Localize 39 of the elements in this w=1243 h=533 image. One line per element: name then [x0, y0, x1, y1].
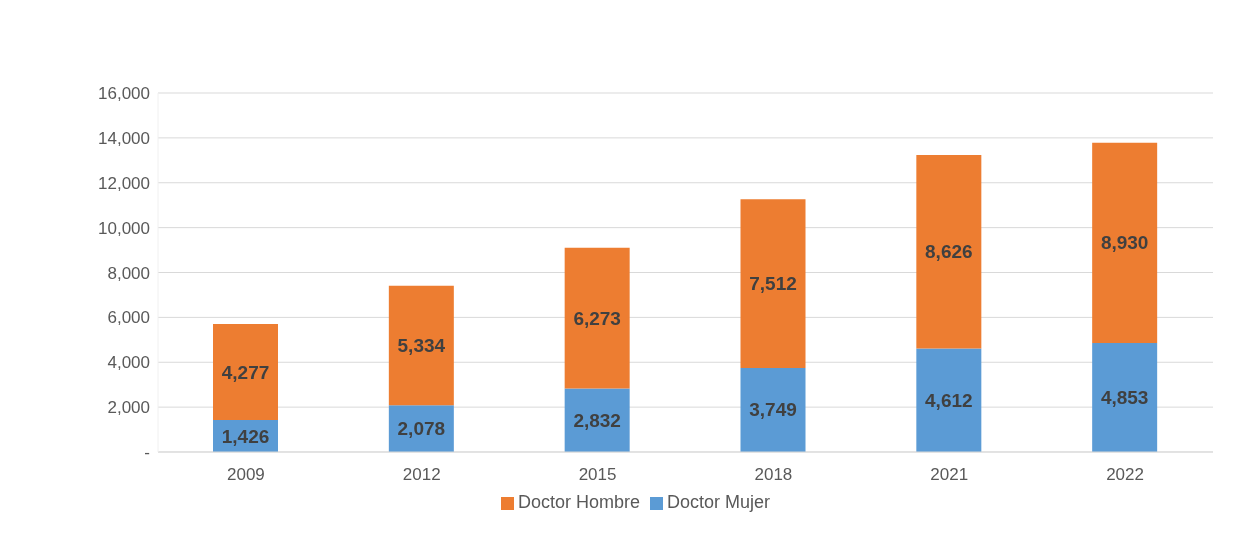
bar — [740, 367, 806, 452]
y-tick-label: 4,000 — [107, 353, 150, 373]
x-tick-label: 2009 — [227, 465, 265, 485]
bar — [213, 324, 278, 420]
bar — [1092, 142, 1158, 344]
y-tick-label: 2,000 — [107, 398, 150, 418]
x-tick-label: 2018 — [754, 465, 793, 485]
bar — [388, 285, 454, 406]
y-tick-label: 8,000 — [107, 263, 150, 283]
data-label: 4,612 — [925, 389, 973, 411]
y-tick-label: 14,000 — [98, 128, 150, 148]
data-label: 8,626 — [925, 241, 973, 263]
legend-label: Doctor Hombre — [517, 492, 640, 512]
bar — [916, 348, 982, 452]
data-label: 2,078 — [397, 418, 446, 440]
x-tick-label: 2015 — [578, 465, 617, 485]
legend-label: Doctor Mujer — [667, 492, 771, 512]
data-label: 1,426 — [221, 425, 270, 447]
y-tick-label: 16,000 — [98, 84, 150, 104]
y-tick-label: 6,000 — [107, 308, 150, 328]
data-label: 4,853 — [1100, 387, 1149, 409]
data-label: 5,334 — [397, 335, 446, 357]
bar — [916, 154, 982, 349]
data-label: 7,512 — [749, 273, 797, 295]
x-tick-label: 2022 — [1106, 465, 1144, 485]
y-tick-label: - — [144, 443, 150, 463]
bar — [1092, 343, 1158, 452]
bar — [564, 247, 630, 389]
data-label: 3,749 — [749, 399, 797, 421]
bar — [564, 388, 630, 452]
bar — [740, 199, 806, 368]
data-label: 2,832 — [573, 409, 621, 431]
data-label: 6,273 — [573, 307, 621, 329]
x-tick-label: 2012 — [402, 465, 441, 485]
x-tick-label: 2021 — [930, 465, 969, 485]
y-tick-label: 10,000 — [98, 218, 150, 238]
data-label: 8,930 — [1100, 232, 1149, 254]
data-label: 4,277 — [221, 361, 270, 383]
y-tick-label: 12,000 — [98, 173, 150, 193]
